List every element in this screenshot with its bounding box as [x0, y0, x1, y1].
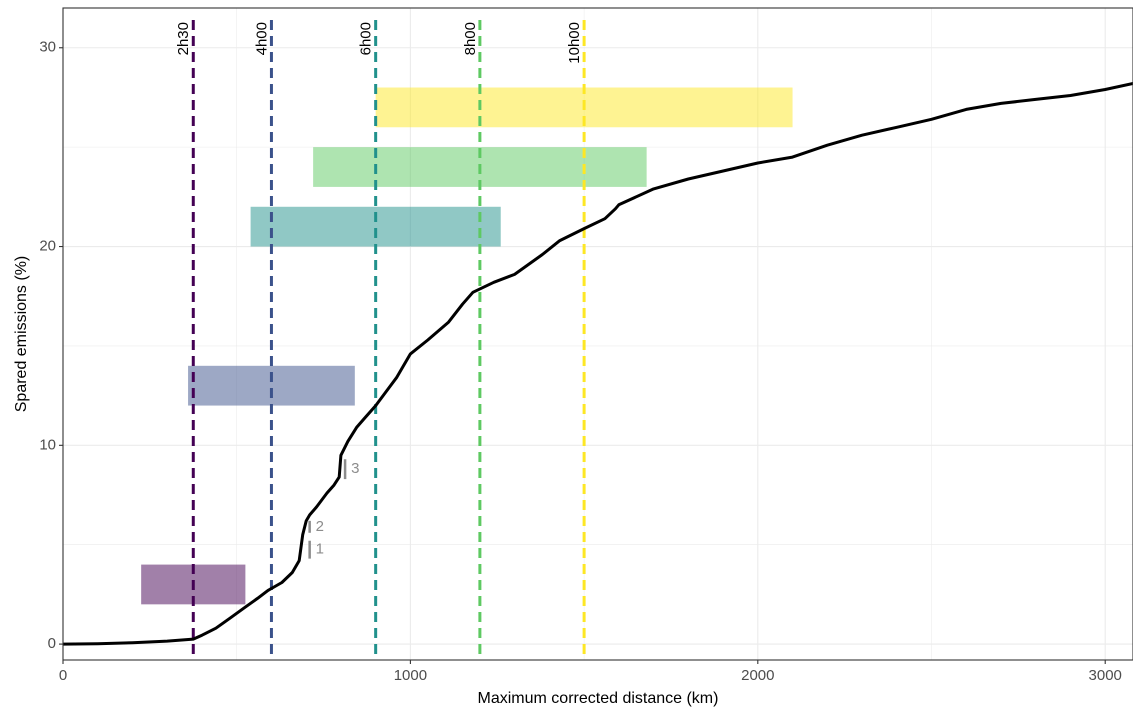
x-axis-title: Maximum corrected distance (km) [478, 690, 719, 707]
vline-label-2: 6h00 [358, 22, 375, 55]
annotation-label-0: 1 [316, 541, 324, 558]
series-line-0 [62, 82, 1133, 646]
vline-label-3: 8h00 [462, 22, 479, 55]
vline-label-1: 4h00 [253, 22, 270, 55]
series-line-layer [62, 82, 1133, 646]
x-tick-label-1: 1000 [394, 667, 427, 684]
y-tick-label-2: 20 [39, 238, 56, 255]
vline-label-0: 2h30 [175, 22, 192, 55]
x-tick-label-0: 0 [59, 667, 67, 684]
vertical-reference-lines: 2h30 4h00 6h00 8h00 10h00 [175, 20, 586, 660]
y-tick-label-0: 0 [48, 635, 56, 652]
x-tick-label-3: 3000 [1089, 667, 1122, 684]
panel-border [62, 7, 1133, 661]
annotation-label-2: 3 [351, 460, 359, 477]
y-tick-label-3: 30 [39, 39, 56, 56]
y-tick-label-1: 10 [39, 436, 56, 453]
range-rect-1 [188, 365, 355, 406]
vline-label-4: 10h00 [566, 22, 583, 64]
x-tick-label-2: 2000 [741, 667, 774, 684]
annotations: 1 2 3 [308, 459, 359, 559]
annotation-label-1: 2 [316, 518, 324, 535]
axis-ticks: 0 1000 2000 3000 0 10 20 30 [39, 39, 1122, 684]
y-axis-title: Spared emissions (%) [13, 256, 30, 413]
